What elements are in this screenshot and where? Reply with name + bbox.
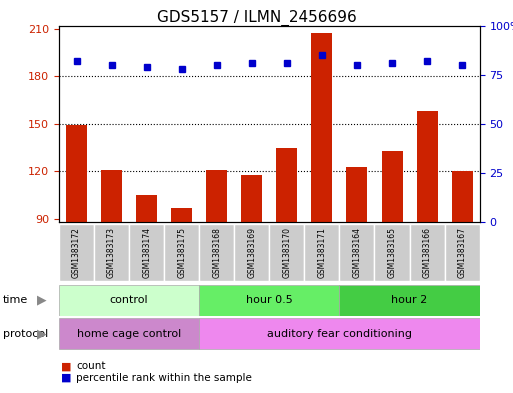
Text: GSM1383172: GSM1383172 — [72, 227, 81, 278]
Bar — [241, 174, 262, 222]
Text: home cage control: home cage control — [77, 329, 181, 339]
FancyBboxPatch shape — [164, 224, 199, 281]
Text: GSM1383169: GSM1383169 — [247, 227, 256, 278]
Bar — [451, 171, 472, 222]
FancyBboxPatch shape — [59, 318, 199, 349]
FancyBboxPatch shape — [304, 224, 340, 281]
Text: ■: ■ — [61, 361, 71, 371]
Text: GSM1383167: GSM1383167 — [458, 227, 467, 278]
Text: GSM1383166: GSM1383166 — [423, 227, 431, 278]
Text: count: count — [76, 361, 106, 371]
FancyBboxPatch shape — [340, 224, 374, 281]
FancyBboxPatch shape — [340, 285, 480, 316]
FancyBboxPatch shape — [199, 224, 234, 281]
Text: GSM1383170: GSM1383170 — [282, 227, 291, 278]
Text: control: control — [110, 295, 148, 305]
Bar — [66, 125, 87, 222]
Text: GSM1383174: GSM1383174 — [142, 227, 151, 278]
FancyBboxPatch shape — [374, 224, 409, 281]
Bar — [417, 111, 438, 222]
Bar — [277, 147, 298, 222]
Text: GDS5157 / ILMN_2456696: GDS5157 / ILMN_2456696 — [156, 10, 357, 26]
Bar — [206, 170, 227, 222]
FancyBboxPatch shape — [59, 285, 199, 316]
Text: hour 0.5: hour 0.5 — [246, 295, 293, 305]
Text: ■: ■ — [61, 373, 71, 383]
Bar — [346, 167, 367, 222]
Text: ▶: ▶ — [37, 327, 47, 341]
Text: GSM1383164: GSM1383164 — [352, 227, 362, 278]
Text: GSM1383165: GSM1383165 — [387, 227, 397, 278]
Bar — [382, 151, 403, 222]
Text: hour 2: hour 2 — [391, 295, 428, 305]
FancyBboxPatch shape — [199, 318, 480, 349]
FancyBboxPatch shape — [94, 224, 129, 281]
Text: GSM1383171: GSM1383171 — [318, 227, 326, 278]
Text: ▶: ▶ — [37, 294, 47, 307]
FancyBboxPatch shape — [409, 224, 445, 281]
Bar — [311, 33, 332, 222]
FancyBboxPatch shape — [59, 224, 94, 281]
FancyBboxPatch shape — [445, 224, 480, 281]
Text: GSM1383168: GSM1383168 — [212, 227, 221, 278]
Text: protocol: protocol — [3, 329, 48, 339]
FancyBboxPatch shape — [269, 224, 304, 281]
Text: time: time — [3, 295, 28, 305]
Text: GSM1383175: GSM1383175 — [177, 227, 186, 278]
Text: auditory fear conditioning: auditory fear conditioning — [267, 329, 412, 339]
FancyBboxPatch shape — [199, 285, 340, 316]
Bar — [101, 170, 122, 222]
Text: GSM1383173: GSM1383173 — [107, 227, 116, 278]
FancyBboxPatch shape — [129, 224, 164, 281]
Text: percentile rank within the sample: percentile rank within the sample — [76, 373, 252, 383]
FancyBboxPatch shape — [234, 224, 269, 281]
Bar — [171, 208, 192, 222]
Bar — [136, 195, 157, 222]
